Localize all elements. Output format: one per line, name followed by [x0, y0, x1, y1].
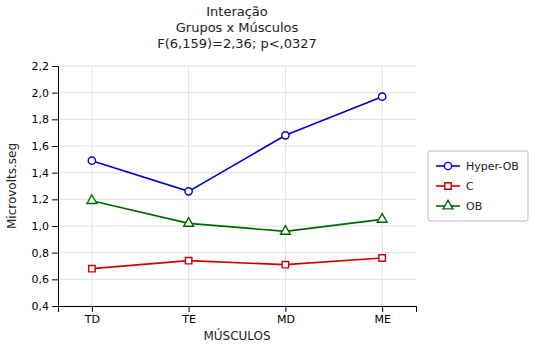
series-marker — [89, 265, 95, 271]
grid-line-y — [58, 226, 416, 227]
y-tick-label: 0,8 — [32, 247, 50, 260]
series-marker — [184, 218, 194, 227]
x-tick-label: TD — [84, 313, 100, 326]
y-tick: 0,4 — [32, 300, 59, 313]
y-tick: 0,6 — [32, 273, 59, 286]
x-tick-label: TE — [181, 313, 196, 326]
grid-line-y — [58, 252, 416, 253]
legend-box — [428, 151, 528, 221]
y-tick-mark — [52, 93, 58, 94]
series-marker — [185, 257, 191, 263]
grid-line-x — [188, 66, 189, 306]
series-line — [92, 97, 382, 192]
series-marker — [282, 132, 289, 139]
title-line: F(6,159)=2,36; p<,0327 — [157, 36, 317, 51]
y-tick: 1,4 — [32, 167, 59, 180]
x-tick-label: ME — [374, 313, 390, 326]
legend-item: Hyper-OB — [436, 160, 519, 173]
grid-line-y — [58, 66, 416, 67]
y-tick-label: 2,0 — [32, 87, 50, 100]
legend: Hyper-OB C OB — [428, 151, 528, 221]
y-axis: 0,4 0,6 0,8 1,0 1,2 1,4 1,6 1,8 2,0 2,2 — [32, 60, 59, 313]
series-marker — [377, 214, 387, 223]
grid-line-y — [58, 199, 416, 200]
x-tick-mark — [92, 306, 93, 312]
legend-label: C — [466, 180, 474, 193]
chart: InteraçãoGrupos x MúsculosF(6,159)=2,36;… — [0, 0, 534, 348]
series-line — [92, 201, 382, 232]
y-tick-mark — [52, 279, 58, 280]
y-tick-label: 1,2 — [32, 193, 50, 206]
series-marker — [280, 226, 290, 235]
y-tick-label: 0,4 — [32, 300, 50, 313]
y-axis-line — [52, 67, 59, 307]
legend-label: OB — [466, 200, 482, 213]
series-marker — [87, 195, 97, 204]
plot-area: TD TE MD ME 0,4 0,6 0,8 1,0 1,2 1,4 1,6 1,8 2,0 2,2 — [32, 60, 417, 326]
title-line: Grupos x Músculos — [176, 20, 299, 35]
x-tick: ME — [374, 306, 390, 326]
y-tick-mark — [52, 66, 58, 67]
x-tick-mark — [285, 306, 286, 312]
y-tick-mark — [52, 199, 58, 200]
x-tick-label: MD — [277, 313, 295, 326]
legend-swatch-marker — [445, 183, 451, 189]
y-tick-label: 1,0 — [32, 220, 50, 233]
x-tick: TD — [84, 306, 100, 326]
grid — [58, 66, 416, 306]
legend-label: Hyper-OB — [466, 160, 519, 173]
y-tick-mark — [52, 119, 58, 120]
grid-line-x — [285, 66, 286, 306]
data-marks — [87, 93, 387, 272]
y-tick-mark — [52, 146, 58, 147]
x-axis-title: MÚSCULOS — [203, 328, 270, 343]
legend-swatch-marker — [443, 200, 453, 209]
y-tick-mark — [52, 253, 58, 254]
series-marker — [378, 93, 385, 100]
x-tick: TE — [181, 306, 196, 326]
title-line: Interação — [206, 4, 268, 19]
y-tick-label: 0,6 — [32, 273, 50, 286]
y-tick: 2,2 — [32, 60, 59, 73]
y-axis-title: Microvolts.seg — [5, 143, 19, 229]
series-marker — [88, 157, 95, 164]
x-axis-line — [59, 307, 417, 313]
y-tick-label: 1,8 — [32, 113, 50, 126]
y-tick-label: 1,4 — [32, 167, 50, 180]
legend-swatch-marker — [444, 162, 451, 169]
grid-line-y — [58, 172, 416, 173]
series-line — [92, 258, 382, 269]
y-tick: 0,8 — [32, 247, 59, 260]
grid-line-y — [58, 119, 416, 120]
y-tick-mark — [52, 226, 58, 227]
y-tick: 1,6 — [32, 140, 59, 153]
y-tick: 1,8 — [32, 113, 59, 126]
y-tick-mark — [52, 306, 58, 307]
grid-line-y — [58, 92, 416, 93]
y-tick: 1,0 — [32, 220, 59, 233]
y-tick-mark — [52, 173, 58, 174]
x-tick-mark — [189, 306, 190, 312]
y-tick-label: 2,2 — [32, 60, 50, 73]
x-tick-mark — [382, 306, 383, 312]
y-tick: 2,0 — [32, 87, 59, 100]
y-tick-label: 1,6 — [32, 140, 50, 153]
legend-item: C — [436, 180, 474, 193]
legend-item: OB — [436, 200, 482, 213]
grid-line-x — [382, 66, 383, 306]
title: InteraçãoGrupos x MúsculosF(6,159)=2,36;… — [157, 4, 317, 51]
x-tick: MD — [277, 306, 295, 326]
y-tick: 1,2 — [32, 193, 59, 206]
series-marker — [379, 255, 385, 261]
series-marker — [282, 261, 288, 267]
grid-line-y — [58, 279, 416, 280]
grid-line-y — [58, 146, 416, 147]
x-axis: TD TE MD ME — [59, 306, 417, 326]
series-marker — [185, 188, 192, 195]
